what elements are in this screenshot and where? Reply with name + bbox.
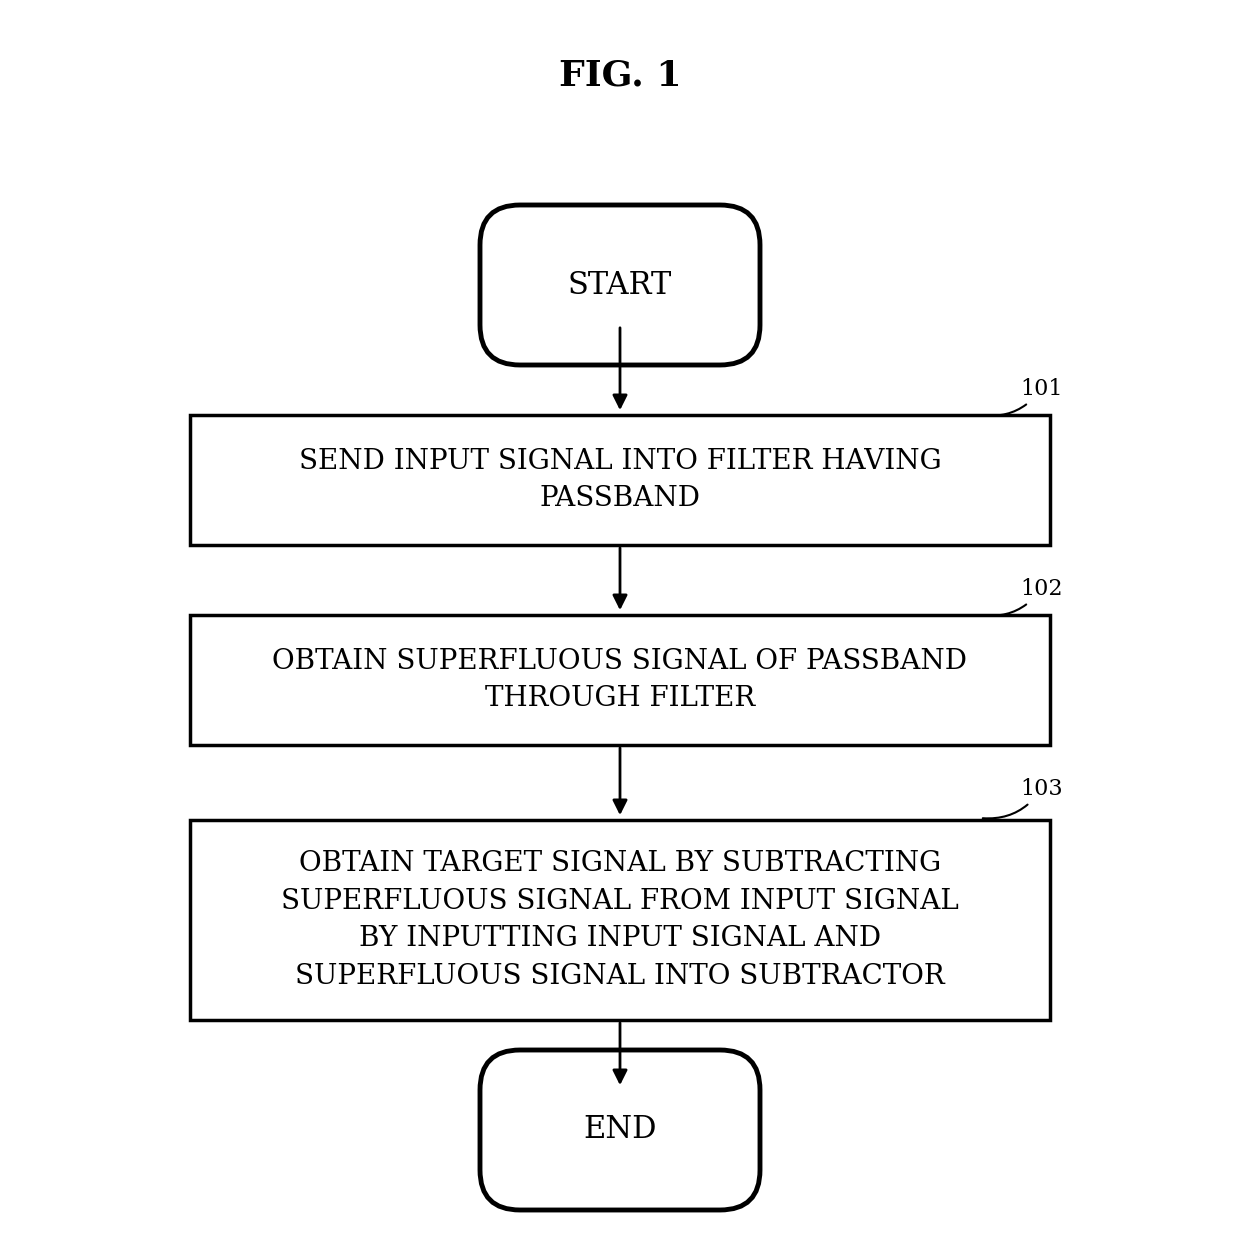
FancyBboxPatch shape [190, 819, 1050, 1020]
Text: 101: 101 [983, 378, 1063, 415]
Text: START: START [568, 269, 672, 300]
FancyBboxPatch shape [480, 205, 760, 365]
FancyBboxPatch shape [480, 1050, 760, 1210]
Text: 102: 102 [983, 578, 1063, 615]
Text: FIG. 1: FIG. 1 [559, 58, 681, 93]
Text: OBTAIN TARGET SIGNAL BY SUBTRACTING
SUPERFLUOUS SIGNAL FROM INPUT SIGNAL
BY INPU: OBTAIN TARGET SIGNAL BY SUBTRACTING SUPE… [281, 851, 959, 990]
Text: END: END [583, 1115, 657, 1146]
Text: SEND INPUT SIGNAL INTO FILTER HAVING
PASSBAND: SEND INPUT SIGNAL INTO FILTER HAVING PAS… [299, 448, 941, 512]
Text: OBTAIN SUPERFLUOUS SIGNAL OF PASSBAND
THROUGH FILTER: OBTAIN SUPERFLUOUS SIGNAL OF PASSBAND TH… [273, 648, 967, 712]
FancyBboxPatch shape [190, 415, 1050, 545]
FancyBboxPatch shape [190, 615, 1050, 746]
Text: 103: 103 [983, 778, 1063, 818]
